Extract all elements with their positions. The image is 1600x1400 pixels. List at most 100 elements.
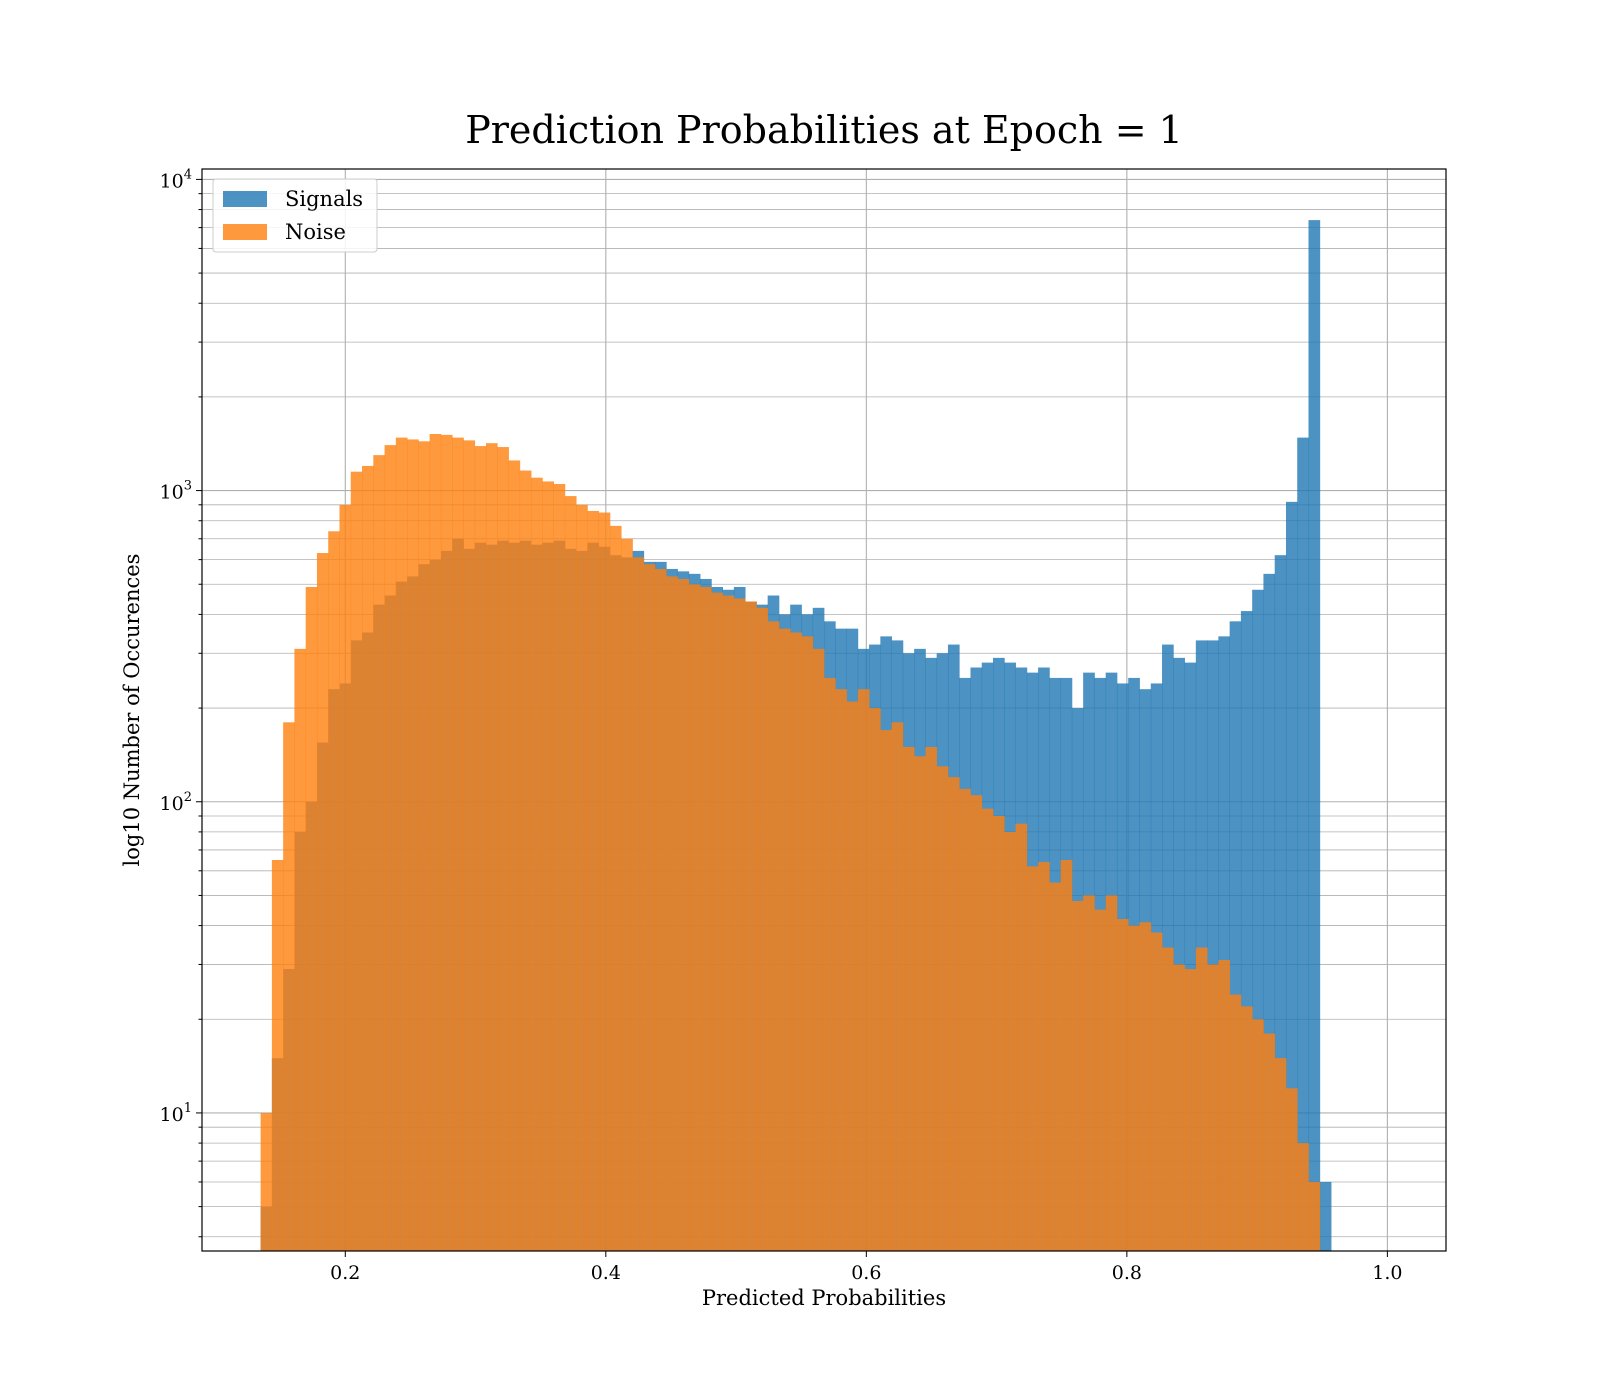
bar-signals xyxy=(1240,611,1253,1251)
bar-signals xyxy=(1173,657,1185,1251)
bar-noise xyxy=(271,859,284,1251)
series-noise xyxy=(260,433,1321,1252)
x-axis-label: Predicted Probabilities xyxy=(702,1286,946,1310)
bar-noise xyxy=(891,722,904,1251)
bar-noise xyxy=(418,441,431,1251)
bar-noise xyxy=(1162,947,1174,1251)
bar-noise xyxy=(745,601,757,1251)
bar-noise xyxy=(1150,932,1163,1251)
bar-noise xyxy=(936,766,949,1251)
bar-noise xyxy=(1195,947,1208,1251)
bar-noise xyxy=(970,795,983,1251)
bar-noise xyxy=(553,483,566,1252)
bar-noise xyxy=(632,557,645,1251)
bar-noise xyxy=(767,621,780,1251)
bar-noise xyxy=(1004,831,1016,1251)
bar-noise xyxy=(294,648,307,1251)
bar-noise xyxy=(1297,1143,1309,1251)
bar-noise xyxy=(1218,960,1231,1251)
bar-signals xyxy=(1308,220,1321,1251)
x-tick-label: 0.8 xyxy=(1112,1262,1142,1284)
bar-noise xyxy=(440,434,453,1251)
bar-noise xyxy=(384,445,397,1252)
bar-noise xyxy=(305,586,318,1251)
bar-signals xyxy=(1218,636,1231,1251)
bar-noise xyxy=(1128,925,1140,1251)
x-tick-label: 0.4 xyxy=(591,1262,621,1284)
legend-swatch-signals xyxy=(223,191,267,207)
y-tick-label: 101 xyxy=(160,1101,192,1126)
bar-noise xyxy=(531,477,543,1251)
bar-noise xyxy=(1173,964,1185,1251)
bar-noise xyxy=(824,677,836,1251)
bar-noise xyxy=(1139,922,1152,1251)
histogram-bars xyxy=(260,220,1332,1252)
bar-noise xyxy=(835,689,847,1251)
bar-noise xyxy=(609,525,622,1251)
bar-noise xyxy=(328,531,340,1251)
legend-label-signals: Signals xyxy=(285,187,363,211)
bar-noise xyxy=(677,578,690,1251)
bar-noise xyxy=(1252,1019,1264,1251)
bar-noise xyxy=(711,592,723,1251)
bar-signals xyxy=(1319,1181,1332,1251)
bar-noise xyxy=(497,447,509,1251)
bar-noise xyxy=(959,788,971,1251)
bar-noise xyxy=(1038,862,1050,1251)
y-tick-label: 104 xyxy=(160,167,192,192)
bar-noise xyxy=(914,756,926,1251)
bar-noise xyxy=(722,595,735,1251)
bar-signals xyxy=(1229,621,1242,1251)
bar-noise xyxy=(1026,866,1039,1251)
bar-noise xyxy=(508,460,521,1251)
legend-label-noise: Noise xyxy=(285,220,346,244)
bar-noise xyxy=(846,701,859,1251)
bar-noise xyxy=(1083,895,1095,1251)
bar-noise xyxy=(801,636,814,1251)
axis-ticks: 0.2 0.4 0.6 0.8 1.0 101 102 103 104 xyxy=(160,167,1403,1284)
x-tick-label: 0.2 xyxy=(330,1262,360,1284)
bar-noise xyxy=(1229,994,1242,1251)
bar-noise xyxy=(700,586,712,1251)
bar-noise xyxy=(654,568,667,1251)
bar-noise xyxy=(316,553,329,1251)
bar-noise xyxy=(1184,969,1197,1251)
bar-noise xyxy=(362,465,374,1252)
bar-noise xyxy=(564,496,577,1251)
bar-noise xyxy=(452,437,464,1251)
bar-noise xyxy=(542,481,554,1252)
bar-noise xyxy=(1274,1058,1287,1251)
bar-noise xyxy=(1240,1006,1253,1251)
bar-noise xyxy=(869,708,881,1251)
bar-noise xyxy=(1060,859,1073,1251)
bar-noise xyxy=(395,437,408,1251)
bar-noise xyxy=(407,439,419,1252)
bar-noise xyxy=(463,440,476,1251)
bar-noise xyxy=(1094,909,1107,1251)
bar-signals xyxy=(1184,662,1197,1251)
bar-noise xyxy=(1308,1181,1321,1251)
bar-noise xyxy=(1015,823,1028,1251)
bar-noise xyxy=(485,443,498,1251)
bar-noise xyxy=(756,607,769,1251)
bar-signals xyxy=(1252,589,1264,1251)
bar-signals xyxy=(1207,640,1219,1251)
legend: Signals Noise xyxy=(212,178,378,253)
bar-noise xyxy=(902,746,915,1251)
bar-noise xyxy=(339,504,352,1251)
bar-noise xyxy=(519,470,532,1252)
x-tick-label: 0.6 xyxy=(851,1262,881,1284)
bar-noise xyxy=(576,504,588,1251)
x-tick-label: 1.0 xyxy=(1372,1262,1402,1284)
bar-noise xyxy=(598,512,611,1251)
bar-noise xyxy=(1071,900,1084,1251)
bar-noise xyxy=(981,808,994,1251)
bar-noise xyxy=(993,815,1005,1251)
bar-noise xyxy=(429,433,442,1251)
bar-noise xyxy=(947,777,960,1251)
bar-noise xyxy=(1207,964,1219,1251)
bar-noise xyxy=(643,564,656,1251)
y-tick-label: 102 xyxy=(160,790,192,815)
plot-frame xyxy=(201,168,1447,1252)
chart-title: Prediction Probabilities at Epoch = 1 xyxy=(465,108,1183,152)
